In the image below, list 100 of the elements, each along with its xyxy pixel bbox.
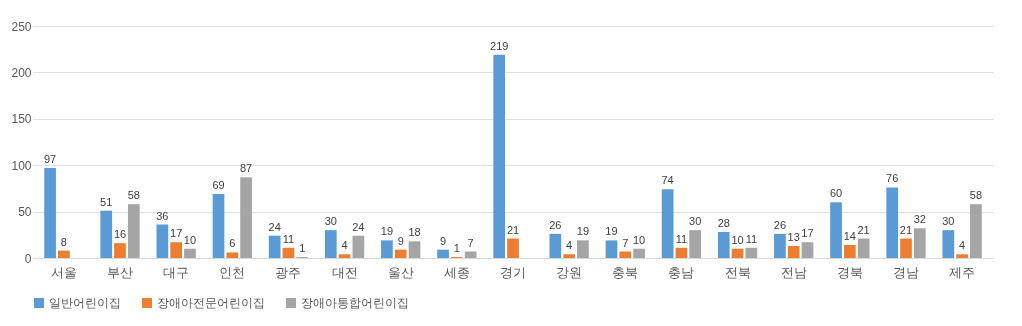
bar: [731, 248, 744, 258]
bar: [212, 193, 225, 258]
bar: [240, 177, 252, 258]
data-label: 28: [717, 217, 730, 230]
y-tick-label: 150: [11, 112, 32, 127]
data-label: 10: [183, 233, 197, 246]
bar: [184, 248, 196, 258]
data-label: 58: [969, 189, 983, 202]
x-tick-label: 부산: [107, 264, 134, 280]
data-label: 32: [913, 213, 926, 226]
y-tick-label: 100: [11, 158, 32, 173]
x-tick-label: 전북: [724, 264, 751, 280]
bar: [661, 189, 674, 258]
data-label: 11: [745, 232, 758, 245]
x-tick-label: 전남: [780, 264, 807, 280]
data-label: 7: [622, 236, 629, 249]
bar: [633, 248, 645, 258]
x-tick-label: 인천: [219, 264, 246, 280]
bar: [381, 240, 393, 258]
bar: [44, 167, 56, 258]
bar: [170, 242, 183, 258]
y-tick-label: 200: [11, 65, 32, 80]
bar: [493, 54, 506, 258]
bar: [900, 238, 912, 258]
bar: [549, 233, 562, 258]
bar: [675, 247, 688, 258]
data-label: 30: [942, 215, 955, 228]
x-tick-label: 경남: [892, 264, 919, 280]
bar: [464, 251, 477, 258]
data-label: 7: [467, 236, 474, 249]
data-label: 24: [352, 220, 365, 233]
data-label: 97: [43, 152, 57, 165]
data-label: 14: [843, 230, 856, 243]
data-label: 10: [731, 233, 744, 246]
bar: [787, 245, 800, 258]
data-label: 4: [959, 239, 966, 252]
x-tick-label: 제주: [949, 264, 976, 280]
x-tick-label: 충북: [612, 264, 639, 280]
legend-label: 장애아전문어린이집: [157, 296, 265, 310]
bar: [156, 224, 169, 258]
bar: [507, 238, 519, 258]
bar: [843, 245, 856, 258]
data-label: 8: [60, 235, 67, 248]
data-label: 6: [229, 237, 236, 250]
x-tick-label: 경기: [500, 264, 526, 280]
data-label: 11: [675, 232, 688, 245]
bar: [127, 204, 140, 258]
x-tick-label: 강원: [556, 264, 583, 280]
data-label: 11: [282, 232, 295, 245]
x-tick-label: 경북: [836, 264, 863, 280]
data-label: 21: [899, 223, 913, 236]
bar: [437, 249, 449, 258]
data-label: 19: [576, 225, 590, 238]
bar: [408, 241, 421, 258]
bar: [352, 235, 365, 258]
data-label: 16: [113, 228, 127, 241]
bar: [717, 232, 730, 258]
bar: [100, 210, 113, 258]
bar: [857, 238, 870, 258]
y-tick-label: 0: [24, 251, 32, 266]
bar: [830, 202, 842, 258]
bar: [394, 249, 407, 258]
data-label: 10: [632, 233, 646, 246]
x-tick-label: 대전: [331, 264, 358, 280]
bar: [886, 187, 899, 258]
data-label: 19: [605, 225, 618, 238]
bar: [226, 252, 239, 258]
bar: [563, 254, 575, 258]
bar: [970, 204, 982, 258]
data-label: 18: [408, 226, 421, 239]
data-label: 21: [506, 223, 520, 236]
data-label: 51: [100, 195, 113, 208]
data-label: 17: [801, 227, 814, 240]
x-tick-label: 대구: [163, 264, 190, 280]
legend-label: 장애아통합어린이집: [301, 296, 409, 310]
data-label: 26: [773, 218, 787, 231]
x-tick-label: 세종: [443, 264, 470, 280]
data-label: 24: [268, 220, 281, 233]
y-tick-label: 50: [18, 205, 32, 220]
bar: [324, 230, 337, 258]
bar: [956, 254, 968, 258]
bar: [605, 240, 618, 258]
bar: [268, 235, 281, 258]
data-label: 9: [440, 234, 447, 247]
x-tick-label: 서울: [50, 264, 77, 280]
bar: [774, 233, 786, 258]
data-label: 1: [299, 242, 306, 255]
data-label: 17: [170, 227, 183, 240]
bar: [689, 230, 702, 258]
data-label: 30: [324, 215, 337, 228]
data-label: 30: [689, 215, 702, 228]
data-label: 60: [829, 187, 843, 200]
data-label: 87: [239, 162, 253, 175]
data-label: 26: [549, 218, 562, 231]
data-label: 21: [857, 223, 870, 236]
data-label: 76: [886, 172, 899, 185]
bar: [619, 251, 632, 258]
bar: [577, 240, 589, 258]
bar: [58, 250, 70, 258]
bar: [913, 228, 926, 258]
